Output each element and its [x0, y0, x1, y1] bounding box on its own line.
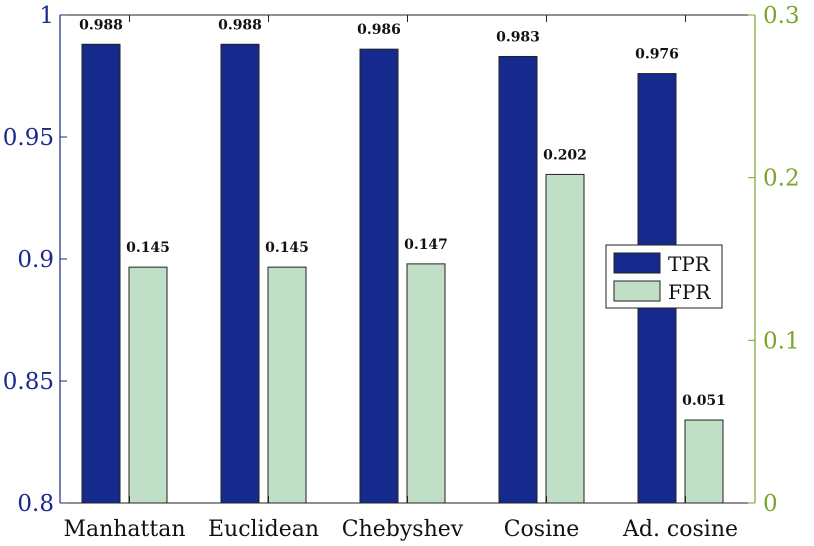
x-tick-label-cosine: Cosine — [504, 517, 580, 542]
right-tick-label: 0.3 — [763, 3, 800, 29]
legend-swatch-fpr — [613, 280, 661, 302]
data-label-fpr-ad-cosine: 0.051 — [682, 393, 726, 409]
bar-fpr-euclidean — [267, 266, 307, 504]
legend-label-tpr: TPR — [668, 252, 711, 276]
bar-fpr-cosine — [545, 173, 585, 504]
bar-tpr-euclidean — [220, 43, 260, 504]
x-axis-ticks: Manhattan Euclidean Chebyshev Cosine Ad. cos… — [63, 15, 738, 542]
data-label-fpr-euclidean: 0.145 — [265, 240, 309, 256]
bar-fpr-manhattan — [128, 266, 168, 504]
data-label-tpr-ad-cosine: 0.976 — [635, 47, 679, 63]
left-axis-ticks: 0.8 0.85 0.9 0.95 1 — [3, 3, 67, 517]
bar-tpr-manhattan — [81, 43, 121, 504]
x-tick-label-chebyshev: Chebyshev — [342, 517, 464, 542]
bars-group — [81, 43, 724, 504]
x-tick-label-manhattan: Manhattan — [63, 517, 185, 542]
left-tick-label: 1 — [39, 3, 54, 29]
data-label-tpr-chebyshev: 0.986 — [357, 22, 401, 38]
bar-tpr-chebyshev — [359, 48, 399, 504]
bar-tpr-cosine — [498, 55, 538, 504]
right-axis-ticks: 0 0.1 0.2 0.3 — [748, 3, 800, 517]
data-label-fpr-chebyshev: 0.147 — [404, 237, 448, 253]
left-tick-label: 0.8 — [17, 491, 54, 517]
x-tick-label-euclidean: Euclidean — [208, 517, 319, 542]
left-tick-label: 0.85 — [3, 369, 54, 395]
data-labels-group: 0.988 0.145 0.988 0.145 0.986 0.147 0.983 0.202… — [79, 17, 726, 409]
data-label-fpr-manhattan: 0.145 — [126, 240, 170, 256]
right-tick-label: 0.2 — [763, 166, 800, 192]
data-label-tpr-euclidean: 0.988 — [218, 17, 262, 33]
data-label-tpr-cosine: 0.983 — [496, 29, 540, 45]
legend: TPR FPR — [605, 244, 723, 309]
data-label-tpr-manhattan: 0.988 — [79, 17, 123, 33]
legend-label-fpr: FPR — [668, 280, 711, 304]
x-tick-label-ad-cosine: Ad. cosine — [622, 517, 738, 542]
right-tick-label: 0 — [763, 491, 778, 517]
data-label-fpr-cosine: 0.202 — [543, 147, 587, 163]
bar-fpr-ad-cosine — [684, 419, 724, 504]
left-tick-label: 0.9 — [17, 247, 54, 273]
left-tick-label: 0.95 — [3, 125, 54, 151]
right-tick-label: 0.1 — [763, 328, 800, 354]
legend-swatch-tpr — [613, 252, 661, 274]
bar-fpr-chebyshev — [406, 263, 446, 504]
